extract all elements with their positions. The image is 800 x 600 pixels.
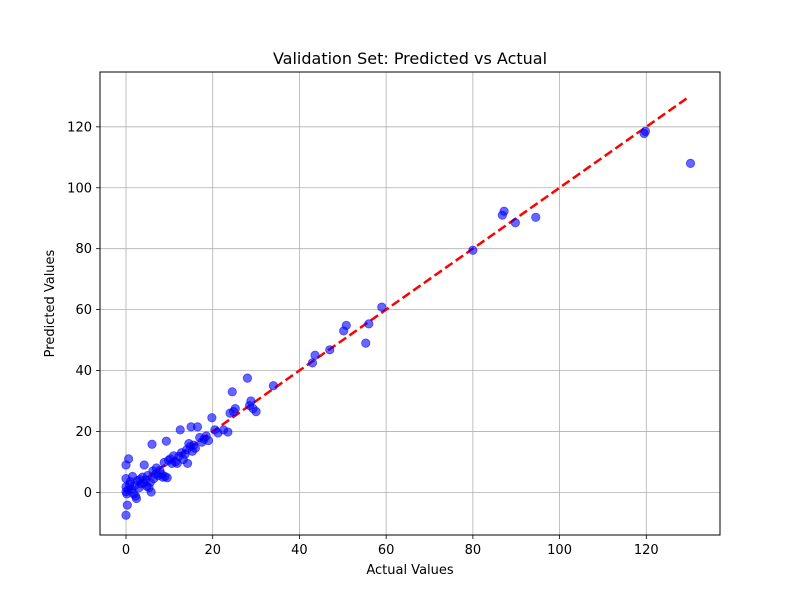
data-point — [640, 126, 651, 136]
y-tick-label: 120 — [67, 120, 92, 135]
data-point — [364, 319, 374, 329]
data-point — [161, 436, 171, 446]
data-point — [122, 500, 132, 510]
data-point — [510, 218, 520, 228]
data-point — [227, 387, 237, 397]
data-point — [341, 320, 351, 331]
data-point — [192, 422, 203, 432]
points-layer — [121, 126, 696, 520]
data-point — [499, 206, 509, 216]
data-point — [242, 373, 253, 383]
plot-frame — [99, 71, 721, 536]
data-point — [146, 487, 156, 497]
data-point — [246, 396, 256, 406]
data-point — [468, 245, 478, 255]
x-tick-label: 0 — [122, 543, 130, 558]
data-point — [147, 439, 157, 449]
y-tick-label: 40 — [75, 364, 92, 379]
data-point — [203, 435, 213, 446]
data-point — [190, 443, 200, 453]
data-point — [139, 460, 149, 470]
data-point — [307, 358, 318, 368]
data-point — [361, 338, 371, 348]
data-point — [230, 403, 240, 414]
x-axis-label: Actual Values — [366, 563, 454, 578]
data-point — [175, 425, 185, 435]
x-tick-label: 40 — [291, 543, 308, 558]
x-tick-label: 20 — [204, 543, 221, 558]
x-tick-label: 60 — [378, 543, 395, 558]
ticks-layer: 0 20 40 60 80 100 120 0 20 40 60 80 100 120 — [67, 120, 659, 558]
x-tick-label: 100 — [547, 543, 572, 558]
data-point — [124, 454, 134, 464]
data-point — [325, 345, 335, 355]
data-point — [121, 510, 131, 520]
reference-line — [125, 95, 691, 494]
data-point — [131, 493, 142, 504]
x-tick-label: 120 — [634, 543, 659, 558]
data-point — [182, 458, 193, 469]
x-tick-label: 80 — [465, 543, 482, 558]
y-tick-label: 0 — [84, 486, 92, 501]
data-point — [207, 413, 217, 423]
data-point — [223, 427, 233, 437]
grid-layer — [100, 72, 720, 535]
y-axis-label: Predicted Values — [43, 249, 58, 357]
data-point — [685, 158, 696, 168]
reference-line-layer — [125, 95, 691, 494]
data-point — [377, 302, 387, 312]
y-tick-label: 20 — [75, 425, 92, 440]
data-point — [310, 350, 320, 360]
data-point — [268, 381, 279, 391]
y-tick-label: 100 — [67, 181, 92, 196]
data-point — [531, 212, 541, 222]
y-tick-label: 60 — [75, 303, 92, 318]
data-point — [251, 407, 261, 417]
y-tick-label: 80 — [75, 242, 92, 257]
data-point — [162, 473, 172, 483]
chart-title: Validation Set: Predicted vs Actual — [273, 49, 547, 68]
